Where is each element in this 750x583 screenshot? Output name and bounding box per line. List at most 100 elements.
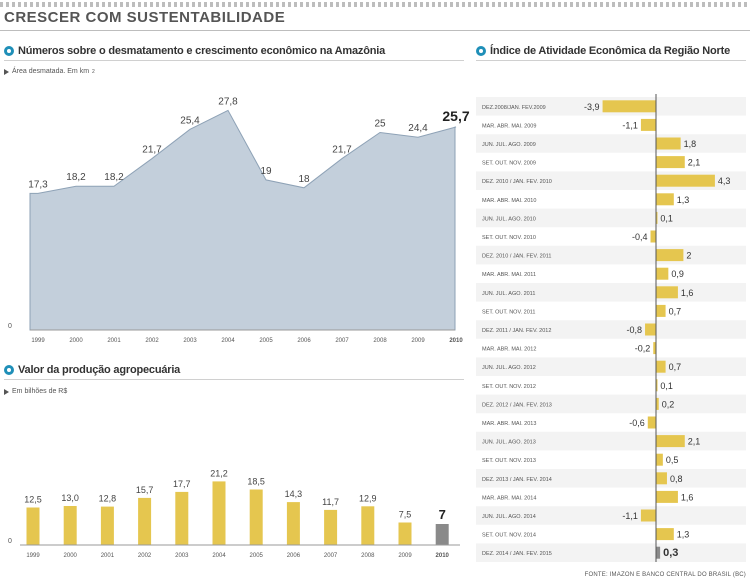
- activity-value-label: -1,1: [622, 120, 638, 130]
- deforestation-year-tick: 2001: [107, 338, 121, 344]
- activity-period-label: DEZ.2008/JAN. FEV.2009: [482, 105, 546, 111]
- activity-value-label: 0,7: [669, 362, 682, 372]
- production-year-tick: 2003: [175, 553, 189, 559]
- deforestation-value-label: 25,4: [180, 115, 200, 126]
- production-value-label: 12,9: [359, 493, 377, 503]
- activity-value-label: 0,8: [670, 474, 683, 484]
- activity-value-label: 1,8: [684, 139, 697, 149]
- activity-period-label: SET. OUT. NOV. 2013: [482, 458, 536, 464]
- activity-bar: [656, 453, 663, 466]
- deforestation-year-tick: 2006: [297, 338, 311, 344]
- deforestation-year-tick: 2010: [449, 338, 463, 344]
- activity-period-label: DEZ. 2014 / JAN. FEV. 2015: [482, 551, 552, 557]
- deforestation-year-tick: 2007: [335, 338, 349, 344]
- production-value-label: 7: [439, 507, 446, 522]
- production-bar: [249, 489, 263, 545]
- production-bar: [100, 506, 114, 545]
- production-section-title: Valor da produção agropecuária: [4, 364, 180, 376]
- production-value-label: 14,3: [285, 489, 303, 499]
- activity-bar: [650, 230, 656, 243]
- activity-period-label: SET. OUT. NOV. 2009: [482, 161, 536, 167]
- activity-value-label: -0,2: [635, 344, 651, 354]
- production-bar: [286, 502, 300, 545]
- activity-period-label: JUN. JUL. AGO. 2014: [482, 514, 536, 520]
- deforestation-value-label: 24,4: [408, 123, 428, 134]
- deforestation-value-label: 19: [260, 166, 272, 177]
- activity-value-label: 0,5: [666, 455, 679, 465]
- activity-bar: [645, 323, 656, 336]
- deforestation-title-text: Números sobre o desmatamento e crescimen…: [18, 45, 386, 57]
- activity-period-label: DEZ. 2011 / JAN. FEV. 2012: [482, 328, 551, 334]
- production-title-text: Valor da produção agropecuária: [18, 364, 181, 376]
- production-year-tick: 2000: [64, 553, 78, 559]
- activity-row-band: [476, 320, 746, 339]
- activity-row-band: [476, 357, 746, 376]
- activity-period-label: MAR. ABR. MAI. 2014: [482, 495, 536, 501]
- activity-bar: [656, 546, 661, 559]
- production-bar: [435, 524, 449, 545]
- activity-bar: [656, 360, 666, 373]
- activity-bar: [647, 416, 656, 429]
- activity-value-label: 0,9: [671, 269, 684, 279]
- activity-value-label: 1,6: [681, 288, 694, 298]
- activity-row-band: [476, 283, 746, 302]
- deforestation-year-tick: 2003: [183, 338, 197, 344]
- activity-bar: [656, 490, 678, 503]
- production-year-tick: 2007: [324, 553, 338, 559]
- activity-value-label: 0,1: [660, 213, 673, 223]
- deforestation-year-tick: 2005: [259, 338, 273, 344]
- production-year-tick: 2002: [138, 553, 152, 559]
- activity-value-label: 4,3: [718, 176, 731, 186]
- activity-bar: [656, 249, 684, 262]
- bullet-dot-icon: [4, 46, 14, 56]
- activity-bar: [656, 435, 685, 448]
- deforestation-value-label: 17,3: [28, 179, 48, 190]
- activity-period-label: DEZ. 2012 / JAN. FEV. 2013: [482, 402, 552, 408]
- production-year-tick: 2005: [250, 553, 264, 559]
- activity-value-label: -0,6: [629, 418, 645, 428]
- deforestation-value-label: 18: [298, 174, 310, 185]
- deforestation-year-tick: 2000: [69, 338, 83, 344]
- activity-bar: [656, 528, 674, 541]
- activity-bar: [656, 156, 685, 169]
- deforestation-year-tick: 1999: [31, 338, 45, 344]
- production-year-tick: 1999: [26, 553, 40, 559]
- activity-bar: [656, 211, 658, 224]
- production-year-tick: 2008: [361, 553, 375, 559]
- activity-value-label: -0,4: [632, 232, 648, 242]
- activity-bar: [656, 304, 666, 317]
- activity-value-label: 2,1: [688, 437, 701, 447]
- production-bar-chart: 0 12,5 1999 13,0 2000 12,8 2001 15,7 2002 17,7 200…: [8, 468, 460, 559]
- production-bar: [138, 497, 152, 545]
- production-value-label: 21,2: [210, 468, 228, 478]
- activity-row-band: [476, 543, 746, 562]
- activity-value-label: 0,3: [663, 547, 678, 559]
- title-divider: [0, 30, 750, 31]
- production-bar: [398, 522, 412, 545]
- activity-period-label: SET. OUT. NOV. 2011: [482, 309, 536, 315]
- activity-section-divider: [476, 60, 746, 61]
- activity-bar: [640, 509, 656, 522]
- activity-value-label: 1,3: [677, 195, 690, 205]
- deforestation-year-tick: 2004: [221, 338, 235, 344]
- production-year-tick: 2010: [436, 553, 450, 559]
- production-bar: [361, 506, 375, 545]
- activity-period-label: DEZ. 2010 / JAN. FEV. 2010: [482, 179, 552, 185]
- activity-value-label: 1,3: [677, 530, 690, 540]
- activity-value-label: 2,1: [688, 158, 701, 168]
- production-value-label: 7,5: [399, 510, 412, 520]
- production-unit-label: Em bilhões de R$: [4, 388, 67, 395]
- production-zero-label: 0: [8, 538, 12, 545]
- activity-value-label: 0,2: [662, 399, 675, 409]
- activity-horizontal-bar-chart: DEZ.2008/JAN. FEV.2009 -3,9 MAR. ABR. MAI.…: [476, 94, 746, 562]
- activity-value-label: -0,8: [627, 325, 643, 335]
- production-year-tick: 2006: [287, 553, 301, 559]
- activity-bar: [656, 472, 667, 485]
- activity-period-label: JUN. JUL. AGO. 2010: [482, 216, 536, 222]
- deforestation-unit-text: Área desmatada. Em km: [12, 68, 90, 75]
- production-bar: [26, 507, 40, 545]
- activity-bar: [602, 100, 656, 113]
- production-value-label: 12,5: [24, 495, 42, 505]
- activity-value-label: 0,7: [669, 306, 682, 316]
- activity-period-label: SET. OUT. NOV. 2014: [482, 533, 536, 539]
